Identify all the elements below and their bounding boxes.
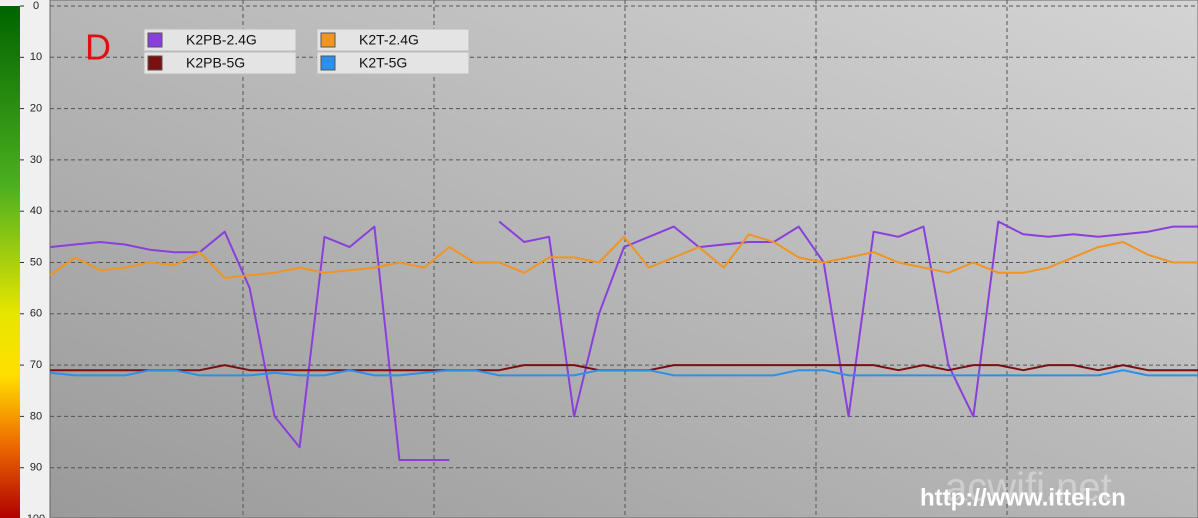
- y-tick-label: 70: [30, 359, 42, 371]
- legend-item-bg: [316, 51, 470, 75]
- y-tick-label: 60: [30, 308, 42, 320]
- watermark: http://www.ittel.cn: [920, 484, 1126, 511]
- annotation: D: [85, 27, 111, 68]
- legend-swatch: [147, 55, 163, 71]
- y-tick-label: 0: [33, 0, 39, 12]
- y-tick-label: 80: [30, 410, 42, 422]
- y-tick-label: 40: [30, 205, 42, 217]
- y-tick-label: 20: [30, 103, 42, 115]
- series-line: [49, 233, 1198, 279]
- legend-swatch: [320, 32, 336, 48]
- legend-label: K2T-5G: [359, 55, 407, 71]
- signal-scale: [0, 6, 20, 518]
- legend-swatch: [320, 55, 336, 71]
- y-tick-label: 100: [27, 513, 45, 518]
- y-tick-label: 30: [30, 154, 42, 166]
- lines: [49, 220, 1198, 461]
- legend-item-bg: [143, 51, 297, 75]
- legend-label: K2PB-5G: [186, 55, 245, 71]
- legend-label: K2PB-2.4G: [186, 32, 257, 48]
- y-tick-label: 90: [30, 462, 42, 474]
- legend: K2PB-2.4G K2PB-5G K2T-2.4G K2T-5G: [143, 28, 470, 75]
- legend-item-bg: [316, 28, 470, 52]
- series-line: [49, 220, 1198, 461]
- legend-item-bg: [143, 28, 297, 52]
- y-tick-label: 10: [30, 51, 42, 63]
- plot-area: [49, 0, 1198, 518]
- series-line: [49, 369, 1198, 377]
- legend-swatch: [147, 32, 163, 48]
- grid: [50, 5, 1198, 469]
- watermark: acwifi.net: [945, 466, 1112, 510]
- legend-label: K2T-2.4G: [359, 32, 419, 48]
- y-tick-label: 50: [30, 256, 42, 268]
